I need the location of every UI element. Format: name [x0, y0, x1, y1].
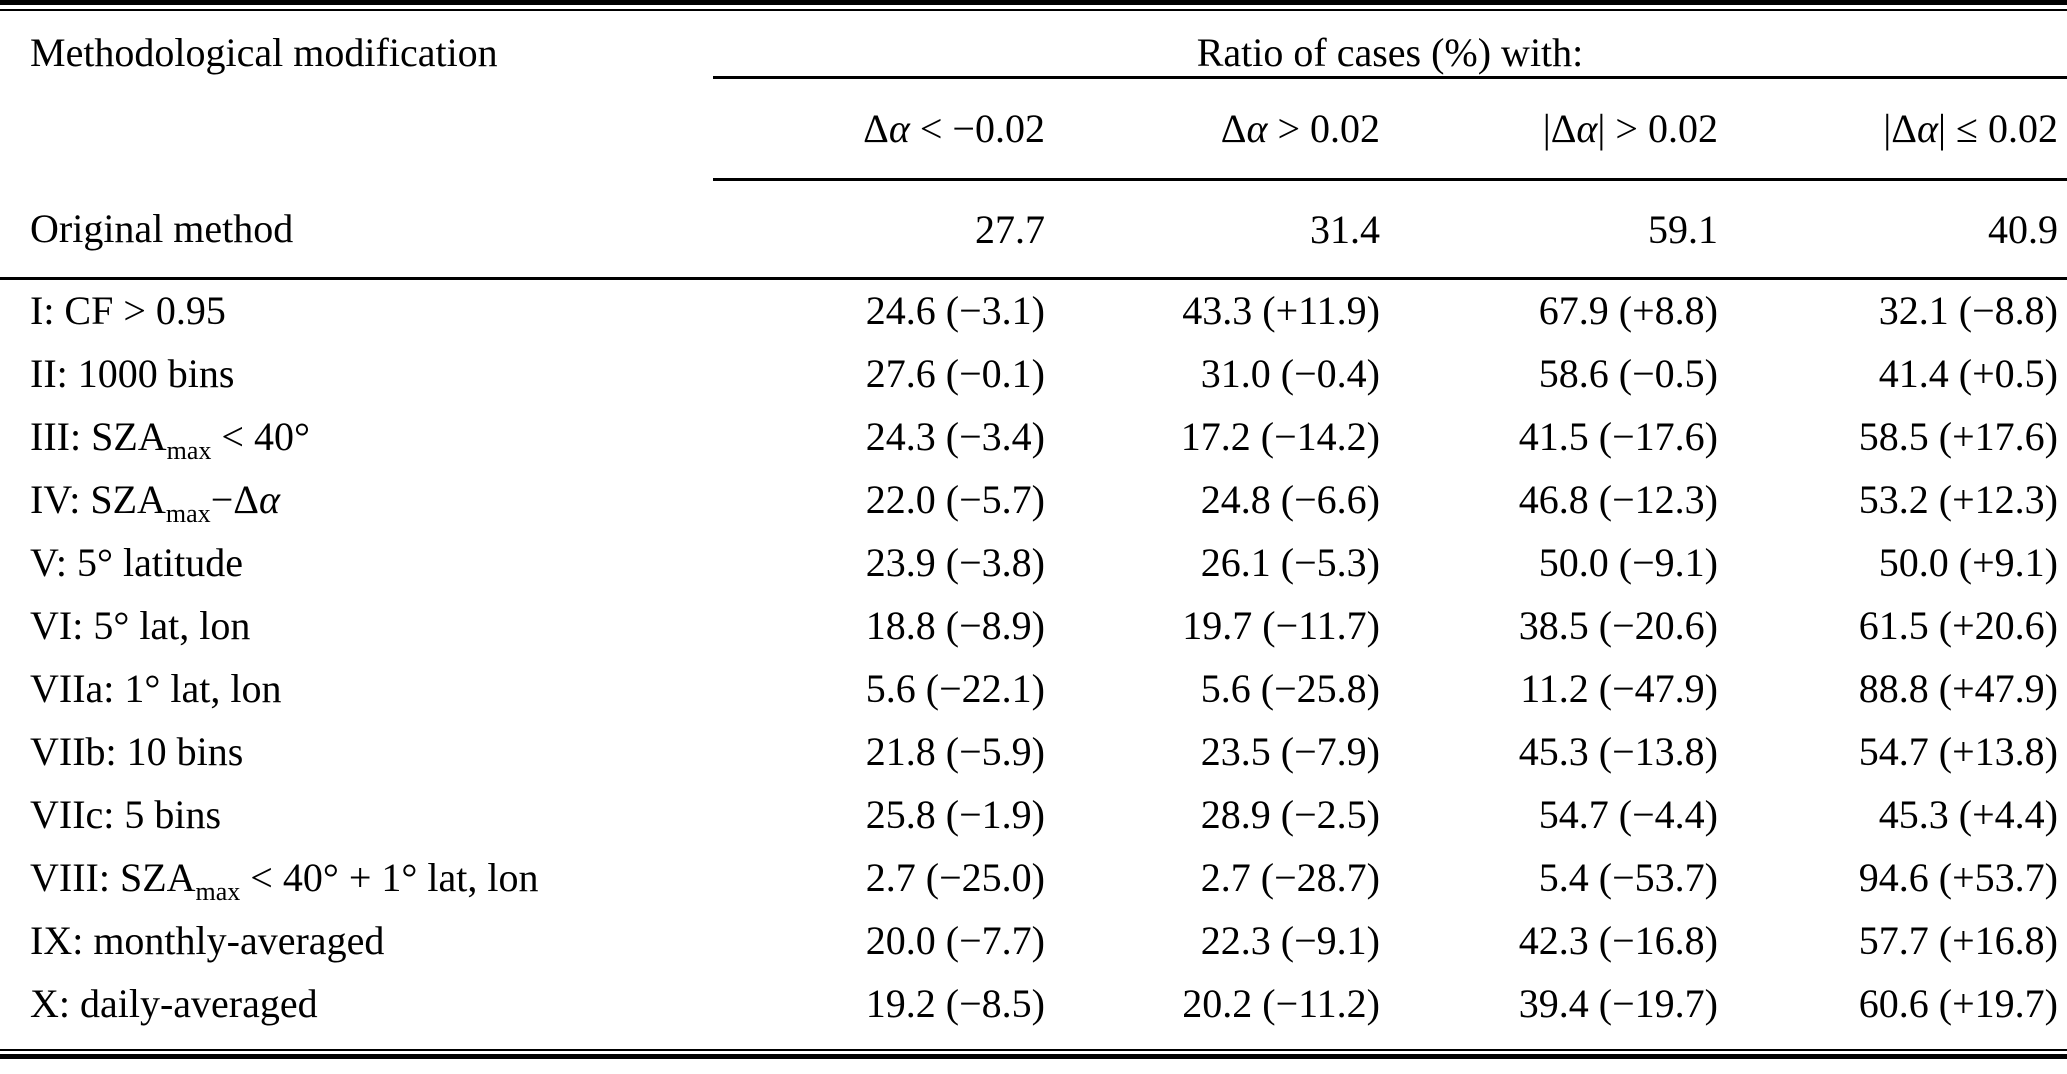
cell-value: 2.7 (−25.0)	[865, 854, 1045, 900]
table-row: X: daily-averaged 19.2 (−8.5) 20.2 (−11.2)…	[0, 972, 2067, 1035]
row-label: II: 1000 bins	[30, 350, 235, 396]
cell-value: 57.7 (+16.8)	[1858, 917, 2058, 963]
cell-value: 45.3 (+4.4)	[1878, 791, 2058, 837]
cell-value: 32.1 (−8.8)	[1878, 288, 2058, 334]
table-row: VIII: SZAmax < 40° + 1° lat, lon 2.7 (−25…	[0, 846, 2067, 909]
column-header-delta-alpha-lt: Δα < −0.02	[713, 77, 1045, 181]
row-label: V: 5° latitude	[30, 539, 243, 585]
table-row: VIIc: 5 bins 25.8 (−1.9) 28.9 (−2.5) 54.7 (…	[0, 783, 2067, 846]
cell-value: 11.2 (−47.9)	[1520, 665, 1718, 711]
table-body: Original method 27.7 31.4 59.1 40.9 I: CF > 0…	[0, 179, 2067, 1035]
cell-value: 25.8 (−1.9)	[865, 791, 1045, 837]
column-group-header-ratio-of-cases: Ratio of cases (%) with:	[713, 11, 2067, 79]
row-label: X: daily-averaged	[30, 980, 318, 1026]
table-row: I: CF > 0.95 24.6 (−3.1) 43.3 (+11.9) 67.9 …	[0, 279, 2067, 342]
row-label: VIIc: 5 bins	[30, 791, 222, 837]
cell-value: 24.8 (−6.6)	[1200, 476, 1380, 522]
cell-value: 22.3 (−9.1)	[1200, 917, 1380, 963]
cell-value: 26.1 (−5.3)	[1200, 539, 1380, 585]
cell-value: 50.0 (+9.1)	[1878, 539, 2058, 585]
table-top-thick-rule	[0, 0, 2067, 5]
cell-value: 59.1	[1380, 179, 1718, 280]
cell-value: 24.6 (−3.1)	[865, 288, 1045, 334]
table-bottom-thick-rule	[0, 1053, 2067, 1059]
baseline-row: Original method 27.7 31.4 59.1 40.9	[0, 179, 2067, 280]
cell-value: 17.2 (−14.2)	[1180, 413, 1380, 459]
row-label: VIIa: 1° lat, lon	[30, 665, 282, 711]
cell-value: 88.8 (+47.9)	[1858, 665, 2058, 711]
table-row: IX: monthly-averaged 20.0 (−7.7) 22.3 (−9.…	[0, 909, 2067, 972]
column-header-modification: Methodological modification	[30, 30, 498, 75]
results-table: Methodological modification Ratio of cas…	[0, 11, 2067, 1035]
cell-value: 21.8 (−5.9)	[865, 728, 1045, 774]
cell-value: 42.3 (−16.8)	[1518, 917, 1718, 963]
cell-value: 20.2 (−11.2)	[1182, 980, 1380, 1026]
row-label: IV: SZAmax−Δα	[30, 476, 280, 528]
cell-value: 2.7 (−28.7)	[1200, 854, 1380, 900]
cell-value: 20.0 (−7.7)	[865, 917, 1045, 963]
table-row: III: SZAmax < 40° 24.3 (−3.4) 17.2 (−14.2)…	[0, 405, 2067, 468]
cell-value: 5.6 (−22.1)	[865, 665, 1045, 711]
cell-value: 58.5 (+17.6)	[1858, 413, 2058, 459]
row-label: I: CF > 0.95	[30, 288, 226, 334]
row-label: Original method	[0, 179, 713, 280]
cell-value: 19.7 (−11.7)	[1182, 602, 1380, 648]
cell-value: 38.5 (−20.6)	[1518, 602, 1718, 648]
cell-value: 40.9	[1718, 179, 2067, 280]
table-row: IV: SZAmax−Δα 22.0 (−5.7) 24.8 (−6.6) 46.8 …	[0, 468, 2067, 531]
table-row: V: 5° latitude 23.9 (−3.8) 26.1 (−5.3) 50.0…	[0, 531, 2067, 594]
row-label: IX: monthly-averaged	[30, 917, 385, 963]
cell-value: 41.5 (−17.6)	[1518, 413, 1718, 459]
cell-value: 23.9 (−3.8)	[865, 539, 1045, 585]
cell-value: 53.2 (+12.3)	[1858, 476, 2058, 522]
column-header-delta-alpha-gt: Δα > 0.02	[1045, 77, 1380, 181]
table-top-thin-rule	[0, 9, 2067, 11]
table-row: VI: 5° lat, lon 18.8 (−8.9) 19.7 (−11.7) 38…	[0, 594, 2067, 657]
cell-value: 54.7 (+13.8)	[1858, 728, 2058, 774]
cell-value: 94.6 (+53.7)	[1858, 854, 2058, 900]
cell-value: 18.8 (−8.9)	[865, 602, 1045, 648]
cell-value: 45.3 (−13.8)	[1518, 728, 1718, 774]
subheader-row: Δα < −0.02 Δα > 0.02 |Δα| > 0.02 |Δα| ≤ …	[0, 77, 2067, 181]
cell-value: 24.3 (−3.4)	[865, 413, 1045, 459]
cell-value: 39.4 (−19.7)	[1518, 980, 1718, 1026]
row-label: VIIb: 10 bins	[30, 728, 244, 774]
cell-value: 67.9 (+8.8)	[1538, 288, 1718, 334]
column-header-abs-delta-alpha-le: |Δα| ≤ 0.02	[1718, 77, 2067, 181]
column-header-abs-delta-alpha-gt: |Δα| > 0.02	[1380, 77, 1718, 181]
cell-value: 58.6 (−0.5)	[1538, 350, 1718, 396]
row-label: VI: 5° lat, lon	[30, 602, 251, 648]
table-row: VIIa: 1° lat, lon 5.6 (−22.1) 5.6 (−25.8) 1…	[0, 657, 2067, 720]
cell-value: 46.8 (−12.3)	[1518, 476, 1718, 522]
cell-value: 27.6 (−0.1)	[865, 350, 1045, 396]
cell-value: 28.9 (−2.5)	[1200, 791, 1380, 837]
cell-value: 60.6 (+19.7)	[1858, 980, 2058, 1026]
table-bottom-thin-rule	[0, 1048, 2067, 1051]
cell-value: 5.4 (−53.7)	[1538, 854, 1718, 900]
cell-value: 22.0 (−5.7)	[865, 476, 1045, 522]
table-row: II: 1000 bins 27.6 (−0.1) 31.0 (−0.4) 58.6 …	[0, 342, 2067, 405]
cell-value: 50.0 (−9.1)	[1538, 539, 1718, 585]
spacer	[0, 1035, 2067, 1049]
cell-value: 19.2 (−8.5)	[865, 980, 1045, 1026]
cell-value: 43.3 (+11.9)	[1182, 288, 1380, 334]
cell-value: 61.5 (+20.6)	[1858, 602, 2058, 648]
cell-value: 5.6 (−25.8)	[1200, 665, 1380, 711]
cell-value: 54.7 (−4.4)	[1538, 791, 1718, 837]
cell-value: 27.7	[713, 179, 1045, 280]
row-label: III: SZAmax < 40°	[30, 413, 310, 465]
cell-value: 23.5 (−7.9)	[1200, 728, 1380, 774]
table-row: VIIb: 10 bins 21.8 (−5.9) 23.5 (−7.9) 45.3 …	[0, 720, 2067, 783]
cell-value: 31.4	[1045, 179, 1380, 280]
group-header-row: Methodological modification Ratio of cas…	[0, 11, 2067, 79]
cell-value: 31.0 (−0.4)	[1200, 350, 1380, 396]
row-label: VIII: SZAmax < 40° + 1° lat, lon	[30, 854, 539, 906]
cell-value: 41.4 (+0.5)	[1878, 350, 2058, 396]
